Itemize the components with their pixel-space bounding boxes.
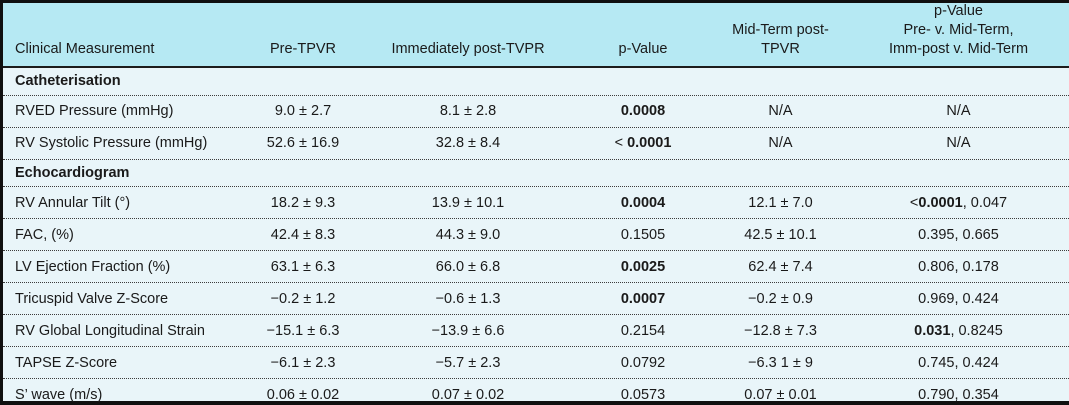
row-label: S’ wave (m/s)	[15, 386, 103, 403]
value-cell: 8.1 ± 2.8	[439, 103, 497, 119]
column-header: p-Value	[618, 40, 668, 57]
table-row: Tricuspid Valve Z-Score −0.2 ± 1.2 −0.6 ± …	[3, 282, 1069, 314]
table-row: RVED Pressure (mmHg) 9.0 ± 2.7 8.1 ± 2.8 0.…	[3, 94, 1069, 127]
value-cell: 0.745, 0.424	[918, 354, 999, 371]
value-cell: 52.6 ± 16.9	[266, 135, 340, 151]
table-row: RV Global Longitudinal Strain −15.1 ± 6.3…	[3, 314, 1069, 346]
value-cell: 0.0004	[620, 194, 666, 211]
value-cell: −5.7 ± 2.3	[435, 354, 501, 371]
value-cell: 12.1 ± 7.0	[748, 194, 813, 211]
row-label: Tricuspid Valve Z-Score	[15, 290, 169, 307]
value-cell: −6.3 1 ± 9	[748, 354, 813, 371]
value-cell: 0.0007	[620, 290, 666, 307]
row-label: TAPSE Z-Score	[15, 354, 118, 371]
value-cell: 42.5 ± 10.1	[744, 226, 817, 243]
column-header: p-Value Pre- v. Mid-Term, Imm-post v. Mi…	[888, 2, 1029, 57]
row-label: RV Annular Tilt (°)	[15, 194, 131, 211]
value-cell: 0.07 ± 0.01	[744, 386, 817, 403]
value-cell: 18.2 ± 9.3	[270, 194, 336, 211]
table-row: LV Ejection Fraction (%) 63.1 ± 6.3 66.0 ±…	[3, 250, 1069, 282]
value-cell: 42.4 ± 8.3	[270, 226, 336, 243]
value-cell: <0.0001, 0.047	[909, 194, 1008, 211]
value-cell: 66.0 ± 6.8	[435, 258, 501, 275]
value-cell: −12.8 ± 7.3	[744, 322, 817, 339]
section-row: Echocardiogram	[3, 158, 1069, 187]
value-cell: 0.969, 0.424	[918, 290, 999, 307]
row-label: RV Global Longitudinal Strain	[15, 322, 205, 339]
table-row: RV Systolic Pressure (mmHg) 52.6 ± 16.9 32…	[3, 126, 1069, 159]
table-header-row: Clinical Measurement Pre-TPVR Immediately …	[3, 3, 1069, 68]
value-cell: < 0.0001	[614, 135, 672, 151]
table-row: TAPSE Z-Score −6.1 ± 2.3 −5.7 ± 2.3 0.0792 −…	[3, 346, 1069, 378]
row-label: Catheterisation	[15, 73, 121, 90]
table-row: FAC, (%) 42.4 ± 8.3 44.3 ± 9.0 0.1505 42.5 ±…	[3, 218, 1069, 250]
value-cell: −0.6 ± 1.3	[435, 290, 501, 307]
value-cell: 63.1 ± 6.3	[270, 258, 336, 275]
section-row: Catheterisation	[3, 68, 1069, 95]
value-cell: 0.0025	[620, 258, 666, 275]
value-cell: −15.1 ± 6.3	[266, 322, 340, 339]
value-cell: 0.031, 0.8245	[914, 322, 1003, 339]
value-cell: N/A	[946, 103, 971, 119]
row-label: FAC, (%)	[15, 226, 74, 243]
column-header: Clinical Measurement	[15, 40, 155, 57]
value-cell: 0.0573	[620, 386, 666, 403]
value-cell: N/A	[768, 103, 793, 119]
column-header: Pre-TPVR	[269, 40, 337, 57]
value-cell: 0.395, 0.665	[918, 226, 999, 243]
value-cell: 62.4 ± 7.4	[748, 258, 813, 275]
row-label: RV Systolic Pressure (mmHg)	[15, 135, 208, 151]
value-cell: −6.1 ± 2.3	[270, 354, 336, 371]
value-cell: 44.3 ± 9.0	[435, 226, 501, 243]
row-label: Echocardiogram	[15, 164, 130, 181]
value-cell: N/A	[946, 135, 971, 151]
value-cell: N/A	[768, 135, 793, 151]
row-label: RVED Pressure (mmHg)	[15, 103, 174, 119]
value-cell: −0.2 ± 1.2	[270, 290, 336, 307]
value-cell: 0.2154	[620, 322, 666, 339]
value-cell: 0.07 ± 0.02	[431, 386, 505, 403]
value-cell: 32.8 ± 8.4	[435, 135, 501, 151]
value-cell: 0.0008	[620, 103, 666, 119]
value-cell: 0.806, 0.178	[918, 258, 999, 275]
value-cell: 0.0792	[620, 354, 666, 371]
value-cell: 13.9 ± 10.1	[431, 194, 505, 211]
row-label: LV Ejection Fraction (%)	[15, 258, 171, 275]
column-header: Immediately post-TVPR	[391, 40, 545, 57]
table-row: S’ wave (m/s) 0.06 ± 0.02 0.07 ± 0.02 0.057…	[3, 378, 1069, 405]
value-cell: 0.790, 0.354	[918, 386, 999, 403]
value-cell: 0.06 ± 0.02	[266, 386, 340, 403]
value-cell: 9.0 ± 2.7	[274, 103, 332, 119]
value-cell: 0.1505	[620, 226, 666, 243]
value-cell: −0.2 ± 0.9	[748, 290, 813, 307]
table-body: Catheterisation RVED Pressure (mmHg) 9.0 ±…	[3, 68, 1069, 405]
table-row: RV Annular Tilt (°) 18.2 ± 9.3 13.9 ± 10.1…	[3, 186, 1069, 218]
column-header: Mid-Term post-TPVR	[732, 21, 829, 57]
value-cell: −13.9 ± 6.6	[431, 322, 505, 339]
